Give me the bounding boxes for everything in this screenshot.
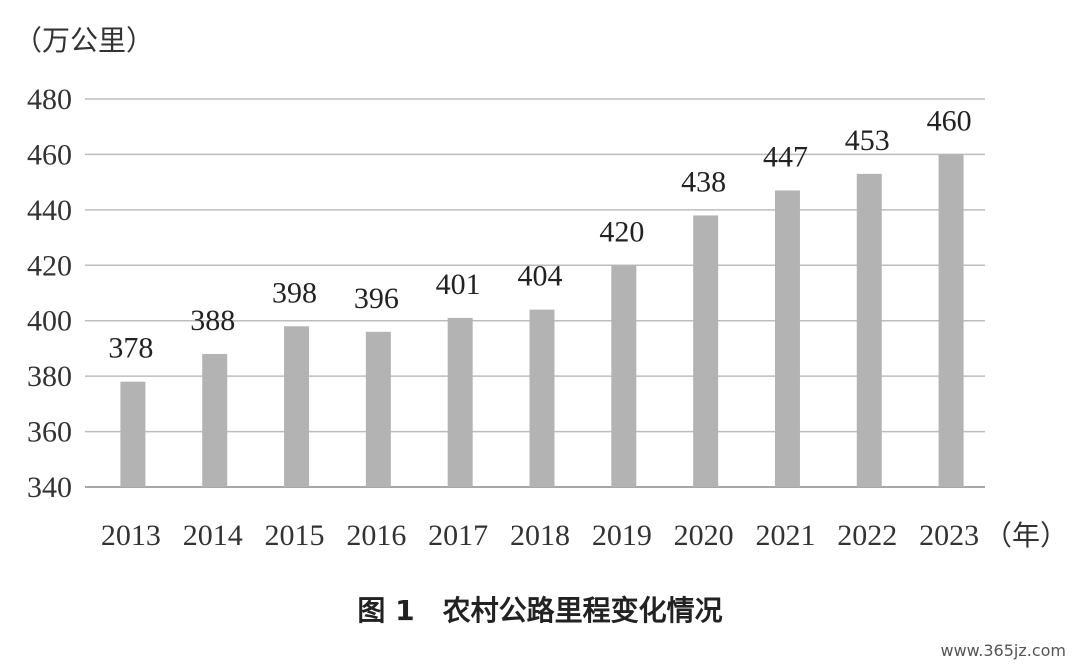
x-tick-label: 2018 — [510, 519, 570, 552]
data-label: 460 — [927, 104, 972, 137]
x-tick-label: 2020 — [674, 519, 734, 552]
x-tick-label: 2016 — [346, 519, 406, 552]
y-tick-label: 460 — [27, 138, 72, 171]
y-tick-label: 420 — [27, 249, 72, 282]
data-label: 447 — [763, 140, 808, 173]
x-tick-label: 2022 — [837, 519, 897, 552]
y-tick-label: 400 — [27, 305, 72, 338]
y-axis-unit-label: （万公里） — [14, 24, 154, 57]
bar — [693, 215, 719, 487]
x-tick-label: 2021 — [755, 519, 815, 552]
x-axis-ticks: 2013 2014 2015 2016 2017 2018 2019 2020 2021 2022… — [101, 519, 979, 552]
data-label: 396 — [354, 282, 399, 315]
y-axis-ticks: 340 360 380 400 420 440 460 480 — [27, 83, 72, 504]
x-axis-unit-label: （年） — [984, 519, 1068, 552]
bar — [120, 381, 146, 487]
y-tick-label: 380 — [27, 360, 72, 393]
data-label: 378 — [108, 332, 153, 365]
y-tick-label: 440 — [27, 194, 72, 227]
bar — [365, 331, 391, 487]
x-tick-label: 2015 — [265, 519, 325, 552]
data-label: 438 — [681, 165, 726, 198]
y-tick-label: 360 — [27, 416, 72, 449]
y-tick-label: 480 — [27, 83, 72, 116]
data-label: 388 — [190, 304, 235, 337]
y-tick-label: 340 — [27, 471, 72, 504]
bar — [774, 190, 800, 487]
x-tick-label: 2019 — [592, 519, 652, 552]
bar — [284, 326, 310, 487]
figure-caption: 图 1 农村公路里程变化情况 — [357, 594, 722, 627]
bar — [856, 173, 882, 488]
bar — [529, 309, 555, 487]
bars — [120, 154, 964, 488]
x-tick-label: 2013 — [101, 519, 161, 552]
bar — [611, 265, 637, 487]
x-tick-label: 2023 — [919, 519, 979, 552]
data-label: 401 — [436, 268, 481, 301]
bar — [447, 317, 473, 487]
data-labels: 378 388 398 396 401 404 420 438 447 453 460 — [108, 104, 971, 364]
x-tick-label: 2017 — [428, 519, 488, 552]
watermark: www.365jz.com — [940, 641, 1066, 660]
bar — [938, 154, 964, 487]
data-label: 453 — [845, 124, 890, 157]
bar — [202, 353, 228, 487]
data-label: 404 — [518, 260, 563, 293]
data-label: 420 — [599, 215, 644, 248]
data-label: 398 — [272, 276, 317, 309]
x-tick-label: 2014 — [183, 519, 243, 552]
